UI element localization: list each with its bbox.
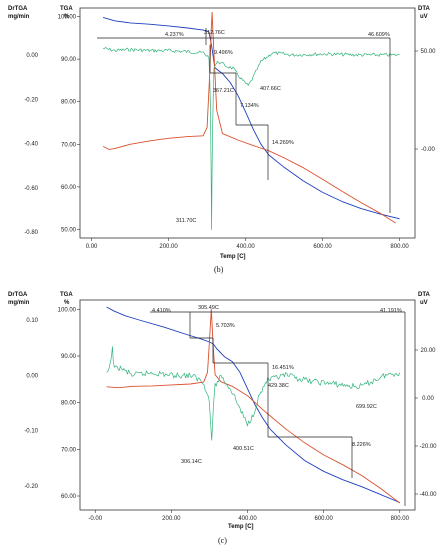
annotation-step: 4.410% <box>152 308 171 314</box>
drtga-tick-label: 0.00 <box>26 53 38 59</box>
drtga-tick-label: -0.40 <box>24 142 38 148</box>
dta-tick-label: 20.00 <box>420 348 436 354</box>
drtga-tick-label: -0.20 <box>24 97 38 103</box>
dta-tick-label: -40.00 <box>419 492 437 498</box>
dta-axis-unit: uV <box>420 14 428 20</box>
plot-frame <box>79 7 416 239</box>
drtga-ticks: 0.10 0.00 -0.10 -0.20 <box>24 318 38 490</box>
dta-axis-unit: uV <box>420 300 428 306</box>
drtga-series-line <box>106 346 401 441</box>
annotation-step: 16.451% <box>272 365 294 371</box>
x-tick-label: 800.00 <box>391 516 410 522</box>
dta-series-line <box>102 11 396 224</box>
dta-tick-label: 0.00 <box>422 396 434 402</box>
tga-tick-label: 70.00 <box>61 447 77 453</box>
annotation-step: 9.496% <box>214 50 233 56</box>
x-tick-label: 800.00 <box>390 244 409 250</box>
tga-tick-label: 100.00 <box>58 15 77 21</box>
x-tick-label: 600.00 <box>314 516 333 522</box>
annotation-peak: 367.21C <box>213 88 234 94</box>
annotation-step: 4.237% <box>165 32 184 38</box>
annotation-peak: 407.66C <box>260 86 281 92</box>
tga-tick-label: 90.00 <box>61 57 77 63</box>
tga-tick-label: 90.00 <box>61 354 77 360</box>
drtga-ticks: 0.00 -0.20 -0.40 -0.60 -0.80 <box>24 53 38 236</box>
drtga-axis-label: DrTGA <box>8 292 28 298</box>
x-tick-label: 0.00 <box>86 244 98 250</box>
annotation-peak: 306.14C <box>181 459 202 465</box>
drtga-tick-label: -0.10 <box>24 429 38 435</box>
step-brackets <box>97 28 391 213</box>
tga-axis-label: TGA <box>60 6 73 12</box>
series-layer <box>106 306 401 504</box>
chart-panel-b: DrTGA mg/min TGA % DTA uV 0.00 200.00 400.… <box>8 6 436 274</box>
x-tick-label: 400.00 <box>238 516 257 522</box>
annotation-peak: 400.51C <box>233 446 254 452</box>
x-tick-label: 200.00 <box>159 244 178 250</box>
tga-axis-label: TGA <box>60 292 73 298</box>
tga-series-line <box>106 306 400 503</box>
chart-panel-c: DrTGA mg/min TGA % DTA uV -0.00 200.00 400… <box>8 292 437 545</box>
tga-series-line <box>102 16 400 220</box>
tga-tick-label: 80.00 <box>61 401 77 407</box>
tga-tick-label: 80.00 <box>61 100 77 106</box>
tga-axis-unit: % <box>64 300 70 306</box>
figure-caption: (b) <box>214 265 224 274</box>
tga-tick-label: 70.00 <box>61 142 77 148</box>
annotation-step: 14.269% <box>272 140 294 146</box>
annotation-step: 7.134% <box>240 103 259 109</box>
figure-caption: (c) <box>218 536 227 545</box>
x-tick-label: -0.00 <box>88 516 102 522</box>
x-ticks: -0.00 200.00 400.00 600.00 800.00 <box>88 510 410 522</box>
annotation-step: 5.703% <box>216 323 235 329</box>
x-axis-label: Temp [C] <box>228 524 254 530</box>
x-tick-label: 400.00 <box>236 244 255 250</box>
x-ticks: 0.00 200.00 400.00 600.00 800.00 <box>86 238 409 250</box>
annotation-step: 8.226% <box>352 442 371 448</box>
step-brackets <box>150 311 406 506</box>
tga-tick-label: 60.00 <box>61 494 77 500</box>
drtga-tick-label: 0.10 <box>26 318 38 324</box>
annotation-peak: 312.76C <box>204 30 225 36</box>
dta-ticks: 20.00 0.00 -20.00 -40.00 <box>415 348 437 498</box>
tga-tick-label: 60.00 <box>61 185 77 191</box>
tga-tick-label: 100.00 <box>58 307 77 313</box>
tga-tick-label: 50.00 <box>61 227 77 233</box>
drtga-tick-label: -0.20 <box>24 484 38 490</box>
tga-ticks: 100.00 90.00 80.00 70.00 60.00 50.00 <box>58 15 80 233</box>
dta-axis-label: DTA <box>418 6 431 12</box>
drtga-tick-label: 0.00 <box>26 373 38 379</box>
series-layer <box>102 11 400 230</box>
tga-ticks: 100.00 90.00 80.00 70.00 60.00 <box>58 307 80 500</box>
annotation-peak: 699.92C <box>356 404 377 410</box>
x-axis-label: Temp [C] <box>220 254 246 260</box>
drtga-tick-label: -0.80 <box>24 230 38 236</box>
dta-tick-label: -0.00 <box>421 147 435 153</box>
annotation-peak: 311.70C <box>176 218 196 224</box>
dta-series-line <box>106 308 401 504</box>
drtga-series-line <box>102 47 400 230</box>
dta-tick-label: 50.00 <box>420 49 436 55</box>
annotation-peak: 429.38C <box>268 383 289 389</box>
dta-ticks: 50.00 -0.00 <box>415 49 436 153</box>
x-tick-label: 600.00 <box>313 244 332 250</box>
annotation-step: 46.609% <box>368 32 390 38</box>
dta-tick-label: -20.00 <box>419 444 437 450</box>
drtga-axis-label: DrTGA <box>8 6 28 12</box>
annotation-peak: 305.49C <box>198 305 219 311</box>
drtga-tick-label: -0.60 <box>24 186 38 192</box>
drtga-axis-unit: mg/min <box>8 14 30 20</box>
tga-axis-unit: % <box>64 14 70 20</box>
annotation-step: 41.191% <box>380 308 402 314</box>
x-tick-label: 200.00 <box>162 516 181 522</box>
drtga-axis-unit: mg/min <box>8 300 30 306</box>
dta-axis-label: DTA <box>418 292 431 298</box>
